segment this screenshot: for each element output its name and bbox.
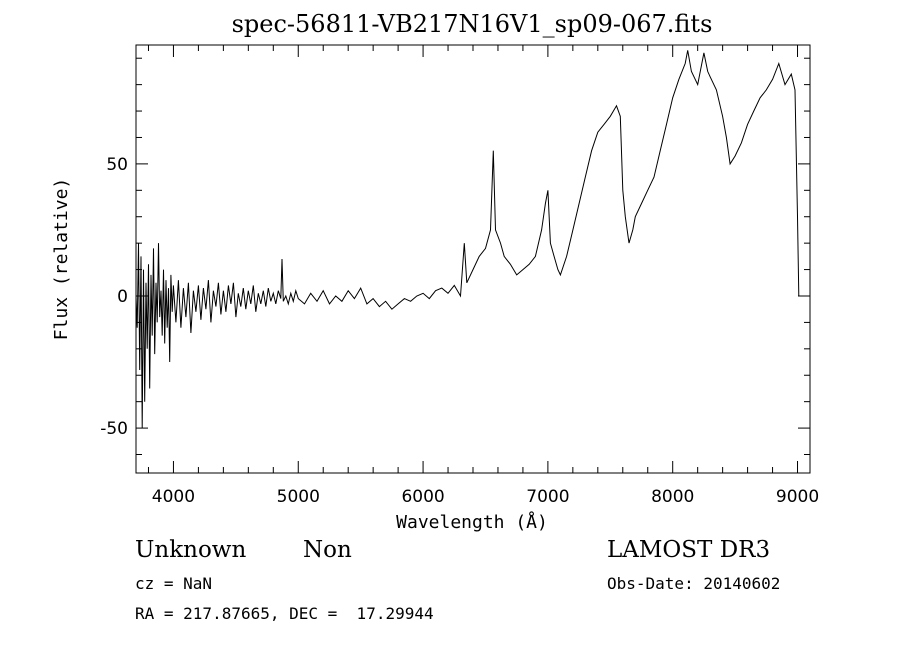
- x-tick-label: 6000: [401, 487, 444, 507]
- survey-name: LAMOST DR3: [607, 537, 771, 563]
- y-tick-label: 0: [117, 287, 128, 307]
- y-axis-label: Flux (relative): [51, 178, 72, 341]
- chart-title: spec-56811-VB217N16V1_sp09-067.fits: [232, 10, 713, 38]
- x-tick-label: 4000: [152, 487, 195, 507]
- y-tick-label: -50: [100, 419, 128, 439]
- object-subclass: Non: [303, 537, 352, 563]
- x-tick-label: 9000: [776, 487, 819, 507]
- x-tick-label: 5000: [277, 487, 320, 507]
- x-tick-label: 8000: [651, 487, 694, 507]
- x-tick-label: 7000: [526, 487, 569, 507]
- plot-frame: [135, 44, 811, 474]
- y-tick-labels: -50 0 50: [100, 155, 128, 439]
- coordinates-text: RA = 217.87665, DEC = 17.29944: [135, 604, 434, 623]
- obs-date: Obs-Date: 20140602: [607, 574, 781, 593]
- axis-ticks: [136, 45, 810, 473]
- spectrum-line: [135, 50, 800, 429]
- x-tick-labels: 4000 5000 6000 7000 8000 9000: [152, 487, 819, 507]
- object-class: Unknown: [135, 537, 247, 563]
- y-tick-label: 50: [106, 155, 128, 175]
- redshift-text: cz = NaN: [135, 574, 213, 593]
- x-axis-label: Wavelength (Å): [396, 511, 548, 533]
